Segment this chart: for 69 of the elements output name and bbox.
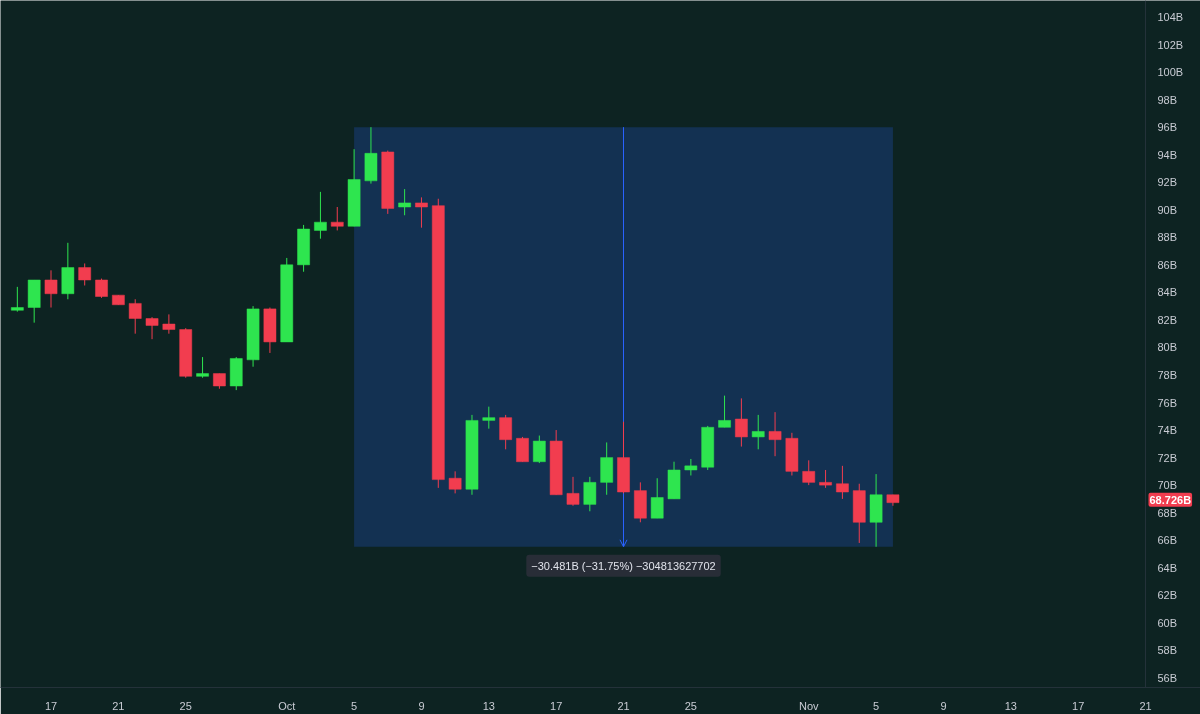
x-tick-label: 21 <box>617 699 630 712</box>
x-tick-label: 25 <box>684 699 697 712</box>
x-tick-label: Oct <box>278 699 296 712</box>
x-tick-label: Nov <box>798 699 820 712</box>
candlestick <box>836 465 849 500</box>
candlestick <box>145 316 159 340</box>
y-tick-label: 90B <box>1157 203 1178 216</box>
candlestick <box>330 206 344 231</box>
candlestick <box>78 262 91 286</box>
y-tick-label: 84B <box>1157 286 1178 299</box>
y-tick-label: 62B <box>1157 589 1178 602</box>
candlestick <box>196 356 209 379</box>
y-tick-label: 68B <box>1157 506 1178 519</box>
candlestick <box>751 414 765 450</box>
y-tick-label: 78B <box>1157 368 1178 381</box>
candlestick <box>162 313 176 335</box>
candlestick <box>802 459 816 486</box>
x-tick-label: 9 <box>418 699 425 712</box>
x-tick-label: 9 <box>940 699 947 712</box>
y-tick-label: 94B <box>1157 148 1178 161</box>
y-tick-label: 58B <box>1157 644 1178 657</box>
y-tick-label: 102B <box>1157 38 1184 51</box>
candlestick <box>583 476 597 512</box>
legend-label: −30.481B (−31.75%) −304813627702 <box>531 559 716 572</box>
y-tick-label: 64B <box>1157 561 1178 574</box>
candlestick <box>415 196 428 229</box>
y-tick-label: 92B <box>1157 176 1178 189</box>
candlestick <box>566 476 580 507</box>
candlestick <box>684 458 698 476</box>
x-tick-label: 17 <box>1072 699 1085 712</box>
y-tick-label: 66B <box>1157 534 1178 547</box>
y-tick-label: 100B <box>1157 66 1184 79</box>
y-tick-label: 80B <box>1157 341 1178 354</box>
candlestick <box>768 411 782 457</box>
candlestick <box>499 414 512 450</box>
candlestick <box>482 406 496 430</box>
y-tick-label: 82B <box>1157 313 1178 326</box>
y-tick-label: 70B <box>1157 479 1178 492</box>
candlestick <box>314 191 327 240</box>
candlestick <box>398 188 411 216</box>
candlestick <box>44 269 58 309</box>
candlestick <box>533 435 546 464</box>
y-tick-label: 74B <box>1157 424 1178 437</box>
y-tick-label: 72B <box>1157 451 1178 464</box>
candlestick <box>718 395 731 428</box>
x-tick-label: 17 <box>550 699 563 712</box>
y-tick-label: 76B <box>1157 396 1178 409</box>
text: 68.726B <box>1149 493 1192 506</box>
y-tick-label: 56B <box>1157 671 1178 684</box>
y-tick-label: 104B <box>1157 11 1184 24</box>
x-tick-label: 5 <box>873 699 880 712</box>
x-tick-label: 25 <box>179 699 192 712</box>
candlestick <box>128 298 142 335</box>
y-tick-label: 88B <box>1157 231 1178 244</box>
candlestick <box>650 477 664 519</box>
y-tick-label: 86B <box>1157 258 1178 271</box>
x-tick-label: 5 <box>351 699 358 712</box>
y-tick-label: 96B <box>1157 121 1178 134</box>
x-tick-label: 13 <box>1004 699 1017 712</box>
x-tick-label: 13 <box>482 699 495 712</box>
y-tick-label: 98B <box>1157 93 1178 106</box>
candlestick <box>516 436 529 463</box>
candlestick <box>11 286 24 313</box>
x-tick-label: 17 <box>44 699 58 712</box>
x-tick-label: 21 <box>1139 699 1152 712</box>
x-tick-label: 21 <box>112 699 125 712</box>
candlestick <box>448 470 462 494</box>
y-tick-label: 60B <box>1157 616 1178 629</box>
candlestick <box>735 397 748 448</box>
